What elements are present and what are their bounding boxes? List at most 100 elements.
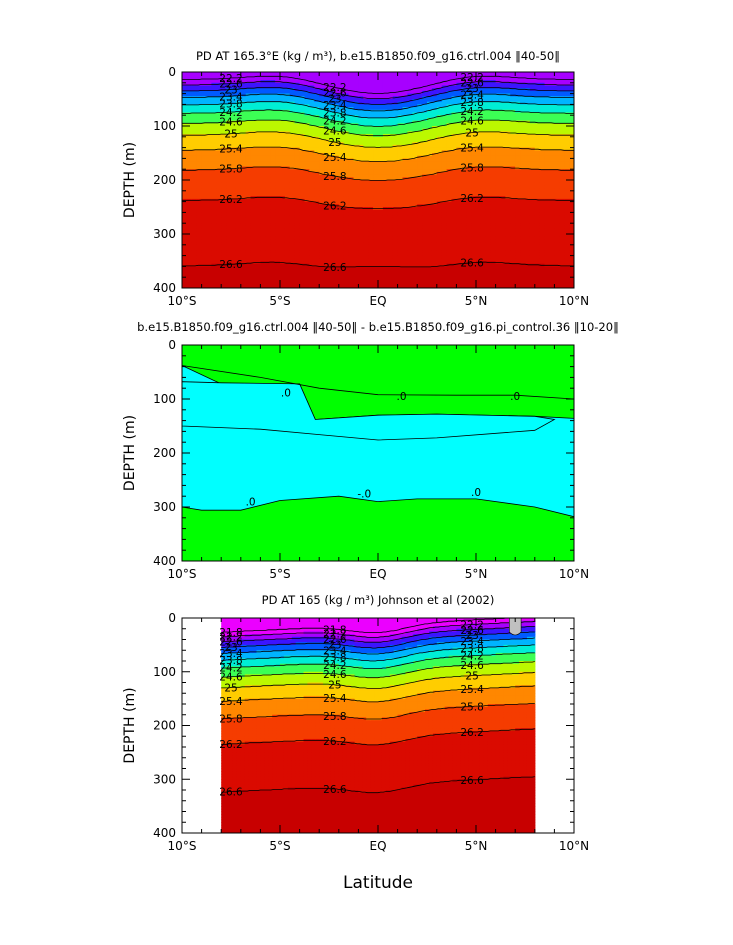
density-cell [431, 147, 438, 151]
density-cell [456, 201, 462, 205]
density-cell [196, 96, 203, 100]
density-cell [324, 136, 330, 141]
density-cell [436, 225, 443, 230]
density-cell [461, 150, 467, 154]
density-cell [343, 180, 350, 184]
density-cell [343, 142, 350, 146]
density-cell [182, 80, 188, 84]
density-cell [480, 188, 487, 192]
density-cell [373, 255, 379, 259]
density-cell [309, 266, 315, 270]
density-cell [363, 236, 369, 240]
density-cell [476, 150, 482, 154]
density-cell [373, 72, 379, 76]
density-cell [461, 161, 467, 165]
density-cell [196, 261, 203, 265]
density-cell [456, 107, 462, 111]
density-cell [211, 198, 217, 203]
density-cell [368, 82, 374, 87]
density-cell [397, 142, 404, 146]
density-cell [206, 217, 212, 222]
density-cell [255, 242, 261, 246]
density-cell [446, 223, 453, 227]
density-cell [289, 204, 296, 208]
density-cell [412, 136, 418, 141]
density-cell [427, 207, 433, 211]
density-cell [441, 158, 448, 162]
density-cell [402, 101, 408, 105]
density-cell [397, 263, 404, 267]
density-cell [407, 74, 413, 78]
density-cell [299, 128, 306, 132]
density-cell [471, 161, 477, 165]
density-cell [476, 90, 482, 95]
density-cell [353, 174, 359, 178]
density-cell [378, 182, 384, 186]
density-cell [476, 123, 482, 127]
density-cell [299, 217, 306, 222]
density-cell [387, 198, 394, 203]
density-cell [265, 269, 271, 273]
density-cell [348, 236, 355, 240]
density-cell [260, 252, 266, 257]
density-cell [245, 198, 252, 203]
density-cell [451, 74, 457, 78]
density-cell [397, 212, 404, 216]
density-cell [211, 247, 217, 251]
density-cell [358, 261, 364, 265]
density-cell [221, 139, 227, 143]
density-cell [456, 193, 462, 197]
density-cell [363, 99, 369, 103]
density-cell [446, 166, 453, 170]
density-cell [196, 153, 203, 157]
density-cell [456, 136, 462, 141]
density-cell [221, 207, 227, 211]
density-cell [431, 169, 438, 173]
density-cell [387, 107, 394, 111]
density-cell [343, 252, 350, 257]
density-cell [441, 93, 448, 97]
density-cell [363, 72, 369, 76]
density-cell [289, 250, 296, 254]
density-cell [343, 174, 350, 178]
density-cell [206, 255, 212, 259]
density-cell [402, 74, 408, 78]
density-cell [289, 266, 296, 270]
density-cell [476, 236, 482, 240]
density-cell [402, 212, 408, 216]
density-cell [431, 269, 438, 273]
density-cell [427, 220, 433, 224]
density-cell [476, 204, 482, 208]
density-cell [182, 171, 188, 176]
density-cell [250, 88, 257, 92]
density-cell [466, 126, 472, 130]
density-cell [221, 239, 227, 243]
density-cell [480, 244, 487, 249]
density-cell [299, 196, 306, 200]
density-cell [191, 163, 198, 168]
density-cell [329, 77, 335, 81]
density-cell [319, 85, 325, 89]
density-cell [392, 263, 399, 267]
density-cell [324, 201, 330, 205]
density-cell [231, 247, 237, 251]
density-cell [206, 188, 212, 192]
density-cell [466, 96, 472, 100]
density-cell [387, 80, 394, 84]
density-cell [255, 177, 261, 181]
density-cell [240, 88, 247, 92]
density-cell [226, 217, 232, 222]
density-cell [284, 180, 291, 184]
density-cell [324, 234, 330, 238]
density-cell [466, 161, 472, 165]
density-cell [480, 139, 487, 143]
density-cell [255, 250, 261, 254]
density-cell [324, 144, 330, 149]
density-cell [353, 72, 359, 76]
density-cell [284, 150, 291, 154]
density-cell [309, 126, 315, 130]
density-cell [387, 255, 394, 259]
density-cell [402, 128, 408, 132]
density-cell [392, 112, 399, 116]
density-cell [333, 147, 340, 151]
